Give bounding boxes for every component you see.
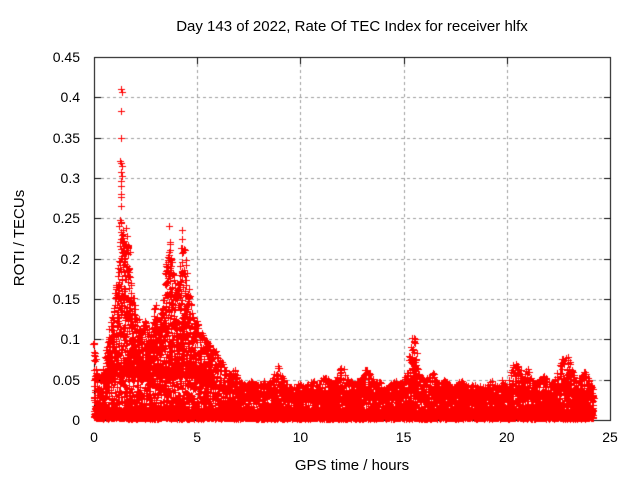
x-tick-label: 5 bbox=[193, 429, 202, 445]
y-tick-label: 0.2 bbox=[60, 250, 80, 267]
y-tick-label: 0.05 bbox=[52, 371, 80, 388]
y-tick-label: 0 bbox=[72, 412, 80, 428]
y-tick-label: 0.35 bbox=[52, 129, 80, 146]
x-tick-label: 10 bbox=[292, 429, 309, 445]
y-tick-label: 0.45 bbox=[52, 49, 80, 65]
x-axis-title: GPS time / hours bbox=[294, 457, 410, 474]
chart-title: Day 143 of 2022, Rate Of TEC Index for r… bbox=[176, 18, 528, 35]
y-tick-label: 0.25 bbox=[52, 210, 80, 227]
y-tick-label: 0.4 bbox=[60, 89, 80, 106]
x-tick-label: 15 bbox=[395, 429, 412, 445]
x-tick-label: 0 bbox=[90, 429, 98, 445]
y-tick-label: 0.1 bbox=[60, 331, 80, 348]
x-tick-label: 20 bbox=[499, 429, 515, 445]
y-tick-label: 0.3 bbox=[60, 170, 80, 186]
x-tick-label: 25 bbox=[602, 429, 618, 445]
y-axis-title: ROTI / TECUs bbox=[11, 189, 28, 287]
y-tick-label: 0.15 bbox=[52, 291, 80, 307]
